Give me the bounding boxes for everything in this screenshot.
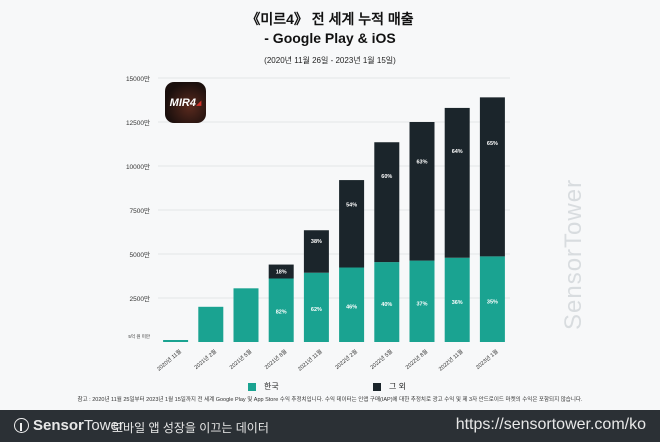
bar-korea: [374, 262, 400, 342]
chart-subtitle: (2020년 11월 26일 - 2023년 1월 15일): [264, 56, 396, 65]
bar-share-label: 40%: [381, 302, 392, 308]
app-icon-text: MIR4: [169, 96, 196, 109]
bar-korea: [303, 272, 329, 342]
first-bar-annotation: 5억 원 미만: [128, 333, 150, 340]
x-tick-label: 2022년 11월: [437, 347, 465, 372]
x-tick-label: 2022년 5월: [368, 347, 394, 370]
chart-title: 《미르4》 전 세계 누적 매출 - Google Play & iOS: [246, 10, 413, 48]
bar-korea: [233, 288, 259, 342]
bar-korea: [163, 340, 189, 342]
y-tick-label: 12500만: [126, 118, 150, 127]
bar-share-label: 63%: [416, 160, 427, 166]
bar-share-label: 65%: [487, 141, 498, 147]
app-icon-accent: ◢: [195, 99, 202, 107]
x-tick-label: 2023년 1월: [474, 347, 500, 370]
y-tick-label: 15000만: [126, 74, 150, 83]
x-tick-label: 2021년 5월: [227, 347, 253, 370]
x-tick-label: 2020년 11월: [155, 347, 183, 372]
bar-share-label: 62%: [311, 307, 322, 313]
bar-share-label: 36%: [452, 300, 463, 306]
x-tick-label: 2021년 11월: [296, 347, 324, 372]
footer-url: https://sensortower.com/ko: [455, 416, 646, 433]
bar-share-label: 37%: [416, 301, 427, 307]
bar-korea: [198, 306, 224, 342]
bar-other: [444, 107, 470, 258]
bar-korea: [339, 267, 365, 342]
bar-share-label: 46%: [346, 304, 357, 310]
sensortower-logo-icon: [14, 418, 29, 433]
brand-bold: Sensor: [33, 417, 84, 434]
bar-other: [303, 230, 329, 273]
bar-share-label: 64%: [452, 149, 463, 155]
y-tick-label: 7500만: [130, 206, 150, 215]
bar-korea: [444, 257, 470, 342]
x-tick-label: 2021년 2월: [192, 347, 218, 370]
bar-share-label: 82%: [276, 309, 287, 315]
mir4-app-icon: MIR4 ◢: [165, 82, 206, 123]
chart-plot: 2500만 5000만 7500만 10000만 12500만 15000만 5억 원 미만…: [126, 74, 510, 373]
legend-item-other: 그 외: [373, 382, 406, 391]
bar-korea: [479, 256, 505, 342]
footer-bar: Sensor Tower 모바일 앱 성장을 이끄는 데이터 https://se…: [0, 410, 660, 442]
legend-swatch-other: [373, 382, 381, 391]
legend-label-korea: 한국: [264, 382, 279, 391]
chart-title-line2: - Google Play & iOS: [264, 30, 396, 46]
bar-share-label: 35%: [487, 299, 498, 305]
sensortower-logo: Sensor Tower: [14, 417, 124, 434]
x-tick-label: 2021년 8월: [263, 347, 289, 370]
legend-item-korea: 한국: [248, 382, 279, 391]
bar-korea: [409, 260, 435, 342]
bar-share-label: 38%: [311, 239, 322, 245]
legend-label-other: 그 외: [389, 382, 406, 391]
legend-swatch-korea: [248, 382, 256, 391]
bar-share-label: 60%: [381, 174, 392, 180]
y-tick-label: 2500만: [130, 294, 150, 303]
brand-light: Tower: [83, 417, 124, 434]
x-tick-label: 2022년 8월: [403, 347, 429, 370]
bar-other: [409, 122, 435, 261]
chart-title-line1: 《미르4》 전 세계 누적 매출: [246, 11, 414, 27]
bar-other: [479, 97, 505, 257]
footer-tagline: 모바일 앱 성장을 이끄는 데이터: [112, 421, 269, 435]
bar-korea: [268, 278, 294, 342]
bar-share-label: 18%: [276, 270, 287, 276]
footnote: 참고 : 2020년 11월 25일부터 2023년 1월 15일까지 전 세계…: [77, 397, 583, 403]
y-tick-label: 5000만: [130, 250, 150, 259]
y-tick-label: 10000만: [126, 162, 150, 171]
bar-other: [374, 142, 400, 263]
x-tick-label: 2022년 2월: [333, 347, 359, 370]
bar-share-label: 54%: [346, 202, 357, 208]
bar-other: [339, 180, 365, 268]
bar-other: [268, 264, 294, 279]
